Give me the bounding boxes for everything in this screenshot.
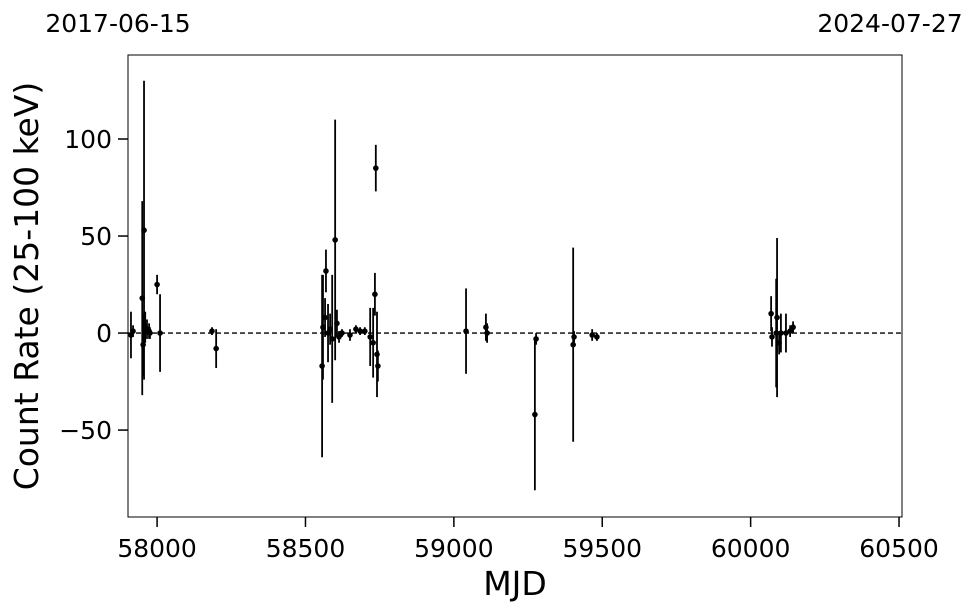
- data-point: [147, 330, 153, 336]
- data-point: [783, 330, 789, 336]
- y-tick-label: 50: [80, 222, 112, 251]
- x-tick-label: 58000: [117, 534, 197, 563]
- x-tick-label: 60000: [711, 534, 791, 563]
- data-point: [484, 330, 490, 336]
- data-point: [130, 328, 136, 334]
- x-tick-label: 59500: [562, 534, 642, 563]
- data-point: [209, 328, 215, 334]
- data-point: [589, 332, 595, 338]
- date-end: 2024-07-27: [817, 9, 962, 38]
- y-axis-label: Count Rate (25-100 keV): [7, 82, 46, 491]
- data-point: [571, 334, 577, 340]
- y-tick-label: 0: [96, 319, 112, 348]
- data-point: [357, 328, 363, 334]
- data-point: [329, 336, 335, 342]
- data-point: [768, 310, 774, 317]
- data-point: [157, 330, 163, 336]
- data-point: [787, 328, 793, 334]
- data-point: [594, 334, 600, 340]
- data-point: [532, 411, 538, 418]
- data-point: [570, 341, 576, 348]
- data-point: [367, 334, 373, 340]
- x-tick-label: 60500: [859, 534, 939, 563]
- x-tick-label: 59000: [414, 534, 494, 563]
- data-point: [769, 334, 775, 340]
- x-axis-label: MJD: [483, 564, 547, 603]
- plot-frame: [127, 54, 903, 518]
- data-point: [370, 339, 376, 346]
- data-point: [774, 314, 780, 321]
- data-point: [322, 314, 328, 321]
- data-point: [339, 330, 345, 336]
- data-point: [347, 332, 353, 338]
- y-tick-label: 100: [64, 125, 112, 154]
- data-point: [362, 328, 368, 334]
- data-point: [323, 268, 329, 274]
- data-point: [533, 336, 539, 342]
- data-point: [790, 324, 796, 331]
- data-point: [141, 227, 147, 234]
- data-point: [463, 328, 469, 334]
- data-point: [332, 237, 338, 243]
- data-point: [373, 165, 379, 171]
- data-point: [154, 281, 160, 288]
- data-point: [334, 320, 340, 327]
- x-tick-label: 58500: [266, 534, 346, 563]
- data-point: [375, 363, 381, 369]
- data-point: [213, 345, 219, 352]
- date-start: 2017-06-15: [45, 9, 190, 38]
- data-point: [336, 334, 342, 340]
- data-point: [372, 291, 378, 298]
- data-point: [778, 330, 784, 336]
- data-point: [353, 326, 359, 332]
- y-tick-label: −50: [59, 416, 112, 445]
